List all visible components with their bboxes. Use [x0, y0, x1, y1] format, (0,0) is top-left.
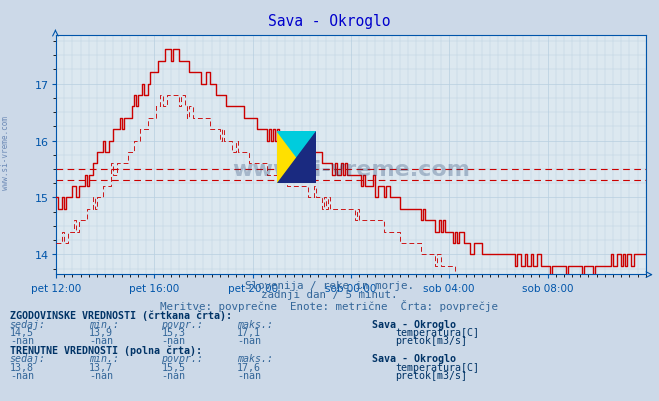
Text: sedaj:: sedaj:: [10, 319, 46, 329]
Text: min.:: min.:: [89, 353, 119, 363]
Text: 13,7: 13,7: [89, 362, 113, 372]
Text: pretok[m3/s]: pretok[m3/s]: [395, 370, 467, 380]
Text: www.si-vreme.com: www.si-vreme.com: [1, 115, 10, 189]
Text: temperatura[C]: temperatura[C]: [395, 327, 479, 337]
Text: maks.:: maks.:: [237, 353, 273, 363]
Text: 17,1: 17,1: [237, 327, 261, 337]
Polygon shape: [277, 132, 316, 184]
Text: 15,5: 15,5: [161, 362, 185, 372]
Text: 13,9: 13,9: [89, 327, 113, 337]
Text: 15,3: 15,3: [161, 327, 185, 337]
Text: www.si-vreme.com: www.si-vreme.com: [232, 160, 470, 180]
Text: Meritve: povprečne  Enote: metrične  Črta: povprečje: Meritve: povprečne Enote: metrične Črta:…: [161, 299, 498, 311]
Text: 14,5: 14,5: [10, 327, 34, 337]
Text: povpr.:: povpr.:: [161, 319, 204, 329]
Text: Slovenija / reke in morje.: Slovenija / reke in morje.: [245, 280, 414, 290]
Text: Sava - Okroglo: Sava - Okroglo: [372, 319, 456, 329]
Text: -nan: -nan: [89, 336, 113, 346]
Text: ZGODOVINSKE VREDNOSTI (črtkana črta):: ZGODOVINSKE VREDNOSTI (črtkana črta):: [10, 310, 232, 320]
Text: Sava - Okroglo: Sava - Okroglo: [268, 14, 391, 29]
Polygon shape: [277, 132, 316, 184]
Text: Sava - Okroglo: Sava - Okroglo: [372, 353, 456, 363]
Text: -nan: -nan: [161, 336, 185, 346]
Text: min.:: min.:: [89, 319, 119, 329]
Polygon shape: [277, 132, 316, 184]
Text: -nan: -nan: [10, 370, 34, 380]
Text: 17,6: 17,6: [237, 362, 261, 372]
Text: -nan: -nan: [237, 370, 261, 380]
Text: 13,8: 13,8: [10, 362, 34, 372]
Text: TRENUTNE VREDNOSTI (polna črta):: TRENUTNE VREDNOSTI (polna črta):: [10, 344, 202, 355]
Text: maks.:: maks.:: [237, 319, 273, 329]
Text: povpr.:: povpr.:: [161, 353, 204, 363]
Text: pretok[m3/s]: pretok[m3/s]: [395, 336, 467, 346]
Text: sedaj:: sedaj:: [10, 353, 46, 363]
Text: -nan: -nan: [10, 336, 34, 346]
Text: zadnji dan / 5 minut.: zadnji dan / 5 minut.: [261, 290, 398, 300]
Text: -nan: -nan: [89, 370, 113, 380]
Text: -nan: -nan: [161, 370, 185, 380]
Text: -nan: -nan: [237, 336, 261, 346]
Text: temperatura[C]: temperatura[C]: [395, 362, 479, 372]
